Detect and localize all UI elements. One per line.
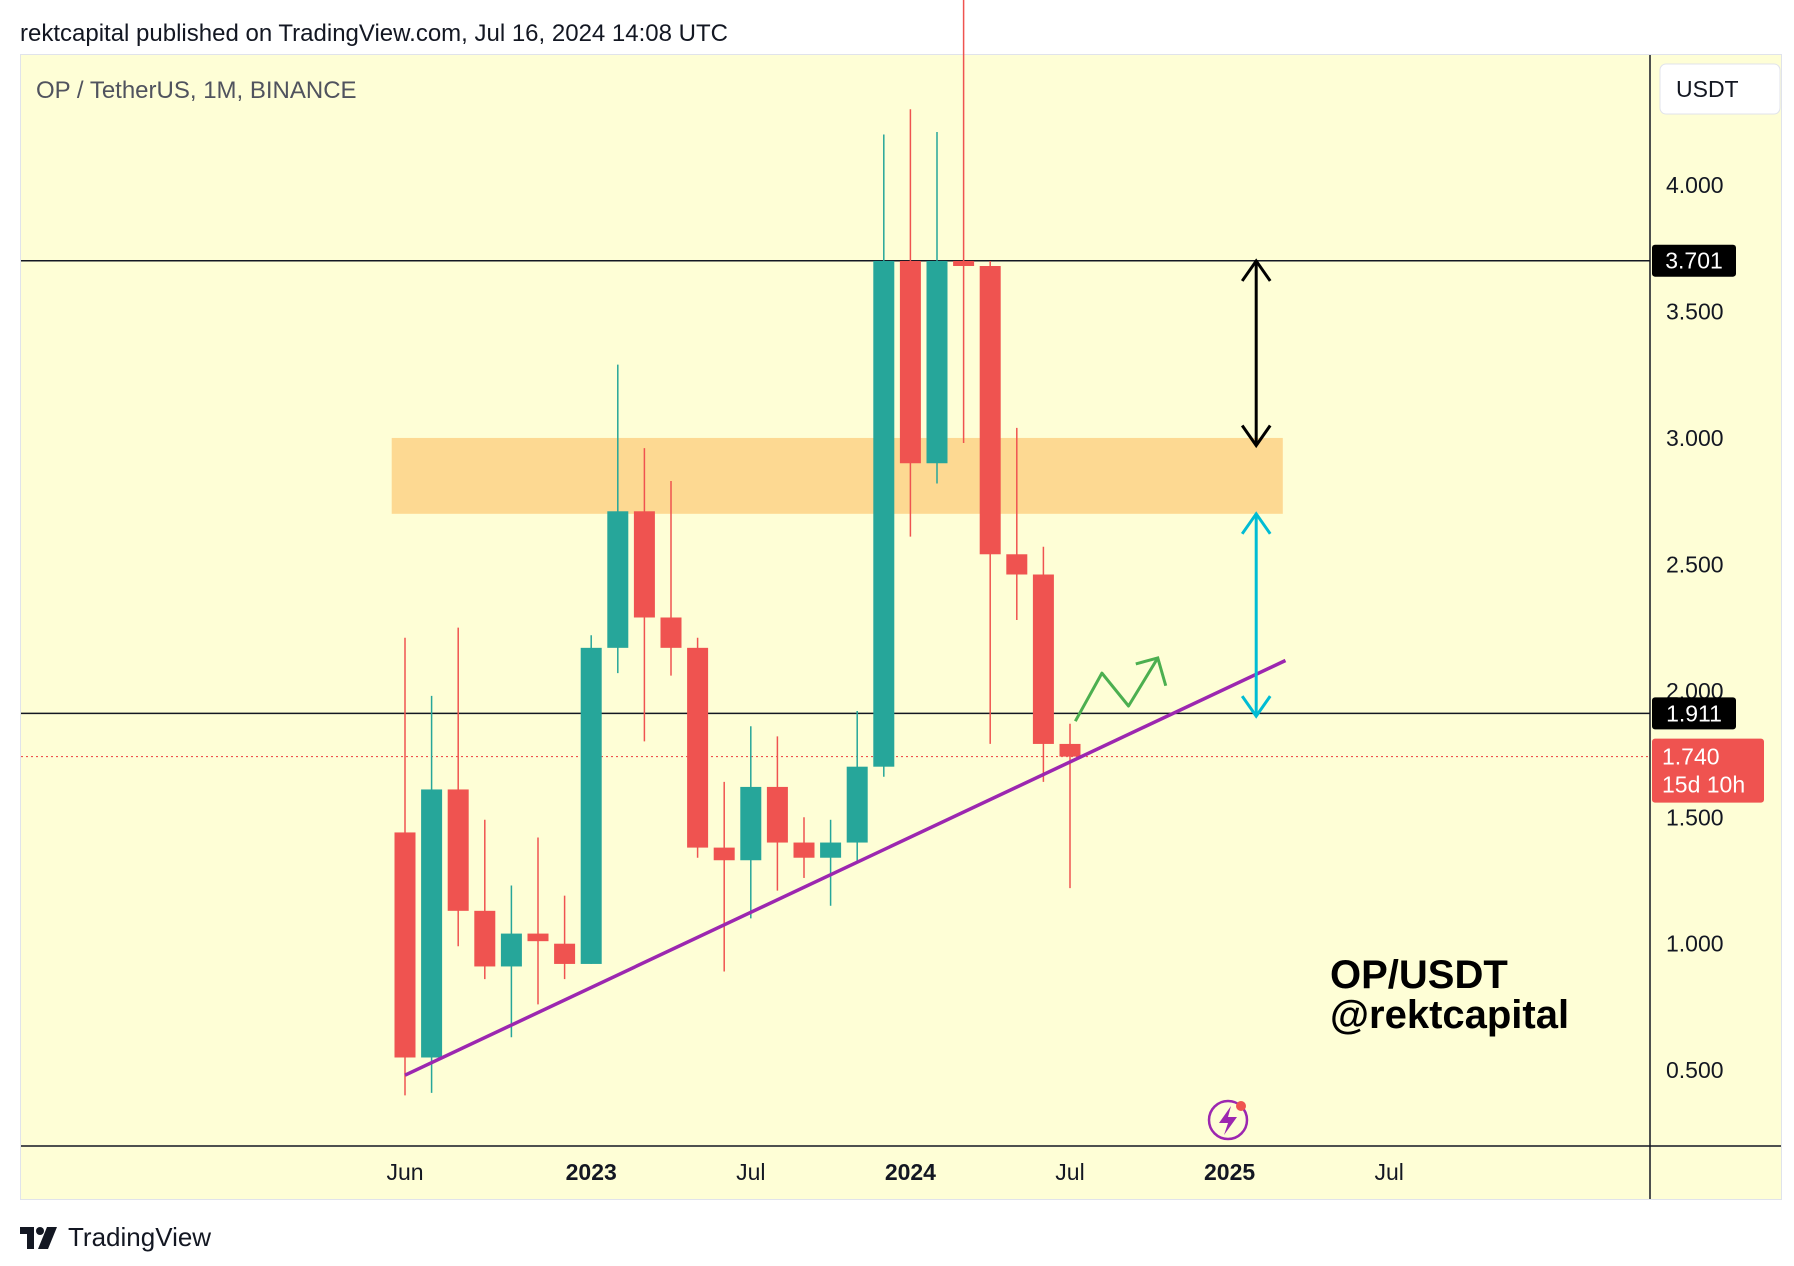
candle-body (979, 266, 1001, 555)
candle-body (660, 617, 682, 648)
candle-body (607, 511, 629, 648)
level-badge-label: 1.911 (1666, 700, 1722, 726)
candle-body (820, 842, 842, 858)
resistance-zone (391, 437, 1283, 514)
candle-body (953, 260, 975, 266)
arrow-head-top-black (1240, 258, 1272, 282)
time-tick-label: Jul (1374, 1159, 1403, 1185)
candle-body (527, 933, 549, 942)
candle-countdown-label: 15d 10h (1662, 772, 1745, 798)
trendline-layer (404, 658, 1287, 1077)
time-tick-label: 2025 (1204, 1159, 1255, 1185)
candle-body (713, 847, 735, 861)
price-tick-label: 1.000 (1666, 931, 1724, 957)
symbol-label: OP / TetherUS, 1M, BINANCE (36, 77, 357, 104)
arrow-head-bottom-cyan (1240, 695, 1272, 719)
candle-body (687, 647, 709, 848)
arrow-head-top-cyan (1240, 511, 1272, 535)
candle-body (1006, 554, 1028, 575)
candle-body (793, 842, 815, 858)
price-tick-label: 4.000 (1666, 172, 1724, 198)
price-tick-label: 3.500 (1666, 299, 1724, 325)
candle-body (554, 943, 576, 964)
projection-arrow-head (1135, 656, 1168, 687)
resistance-zone-layer (391, 437, 1283, 514)
footer-brand: TradingView (68, 1222, 212, 1252)
level-badge-1 (1652, 697, 1736, 730)
level-badge-label: 3.701 (1665, 248, 1723, 274)
candle-body (580, 647, 602, 964)
time-tick-label: Jul (736, 1159, 765, 1185)
candle-body (766, 786, 788, 843)
candle-body (1059, 743, 1081, 757)
candle-body (846, 766, 868, 843)
candle-body (474, 910, 496, 967)
candle-body (447, 789, 469, 911)
ascending-trendline (404, 658, 1287, 1077)
candle-body (899, 260, 921, 464)
lightning-event-icon[interactable] (1207, 1099, 1249, 1141)
currency-button[interactable]: USDT (1659, 63, 1781, 115)
time-tick-label: 2023 (566, 1159, 617, 1185)
candle-body (421, 789, 443, 1058)
candle-body (1032, 574, 1054, 744)
candle-body (873, 260, 895, 767)
price-tick-label: 0.500 (1666, 1057, 1724, 1083)
current-price-badge (1652, 738, 1764, 803)
watermark-line-1: OP/USDT (1330, 953, 1508, 997)
time-tick-label: Jul (1055, 1159, 1084, 1185)
candle-body (633, 511, 655, 618)
candle-body (500, 933, 522, 967)
time-tick-label: 2024 (885, 1159, 936, 1185)
chart-frame[interactable] (20, 54, 1782, 1200)
price-tick-label: 1.500 (1666, 804, 1724, 830)
time-tick-label: Jun (386, 1159, 423, 1185)
published-header: rektcapital published on TradingView.com… (20, 20, 728, 47)
arrow-head-bottom-black (1240, 424, 1272, 449)
price-tick-label: 2.500 (1666, 551, 1724, 577)
time-axis[interactable]: Jun 2023 Jul 2024 Jul 2025 Jul (386, 1159, 1403, 1185)
candle-body (740, 786, 762, 861)
footer: TradingView (20, 1222, 211, 1253)
current-price-label: 1.740 (1662, 744, 1720, 770)
candle-body (394, 832, 416, 1058)
plot-background (21, 55, 1781, 1199)
arrows-layer (1074, 258, 1272, 722)
tradingview-logo-icon (20, 1226, 57, 1249)
level-badge-0 (1652, 244, 1736, 277)
projection-path (1074, 657, 1160, 722)
price-tick-label: 3.000 (1666, 425, 1724, 451)
currency-button-label: USDT (1676, 76, 1739, 102)
watermark-line-2: @rektcapital (1330, 993, 1569, 1037)
horizontal-levels-layer (21, 259, 1650, 758)
candle-body (926, 260, 948, 464)
candles-layer (394, 0, 1081, 1096)
